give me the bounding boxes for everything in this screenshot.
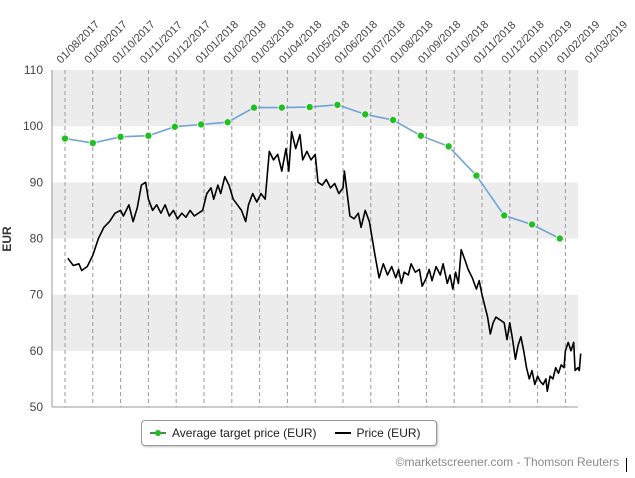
y-axis-label: EUR xyxy=(0,226,14,252)
target-price-point[interactable] xyxy=(144,131,153,140)
vertical-gridlines xyxy=(64,70,566,407)
target-price-point[interactable] xyxy=(197,120,206,129)
legend-swatch-price xyxy=(334,428,351,438)
target-price-point[interactable] xyxy=(305,103,314,112)
source-credit: ©marketscreener.com - Thomson Reuters xyxy=(395,455,619,469)
target-price-point[interactable] xyxy=(555,234,564,243)
x-tick-labels: 01/08/201701/09/201701/10/201701/11/2017… xyxy=(55,19,631,66)
target-price-point[interactable] xyxy=(250,103,259,112)
target-price-point[interactable] xyxy=(277,103,286,112)
legend-swatch-target xyxy=(150,428,166,438)
series-price xyxy=(67,131,582,393)
target-price-point[interactable] xyxy=(528,220,537,229)
target-price-point[interactable] xyxy=(61,134,70,143)
target-price-point[interactable] xyxy=(223,118,232,127)
price-line xyxy=(67,131,582,393)
target-price-point[interactable] xyxy=(389,115,398,124)
chart-legend: Average target price (EUR) Price (EUR) xyxy=(141,420,437,446)
legend-item-price[interactable]: Price (EUR) xyxy=(334,426,421,440)
y-tick-label: 50 xyxy=(30,400,44,414)
series-average-target-price xyxy=(61,100,564,243)
target-price-point[interactable] xyxy=(170,122,179,131)
target-price-point[interactable] xyxy=(472,171,481,180)
target-price-point[interactable] xyxy=(116,132,125,141)
y-tick-label: 60 xyxy=(30,344,44,358)
y-tick-label: 90 xyxy=(30,175,44,189)
y-tick-label: 70 xyxy=(30,288,44,302)
y-tick-label: 100 xyxy=(23,119,43,133)
target-price-point[interactable] xyxy=(500,211,509,220)
legend-item-target[interactable]: Average target price (EUR) xyxy=(150,426,317,440)
axes xyxy=(51,70,578,408)
target-price-point[interactable] xyxy=(416,131,425,140)
legend-label-price: Price (EUR) xyxy=(356,426,421,440)
y-tick-labels: 50 60 70 80 90 100 110 xyxy=(23,63,43,414)
corner-mark xyxy=(626,458,627,472)
y-tick-label: 80 xyxy=(30,232,44,246)
target-price-point[interactable] xyxy=(361,110,370,119)
target-price-point[interactable] xyxy=(88,139,97,148)
y-tick-label: 110 xyxy=(24,63,43,77)
target-price-point[interactable] xyxy=(333,100,342,109)
target-price-point[interactable] xyxy=(444,142,453,151)
legend-label-target: Average target price (EUR) xyxy=(172,426,317,440)
